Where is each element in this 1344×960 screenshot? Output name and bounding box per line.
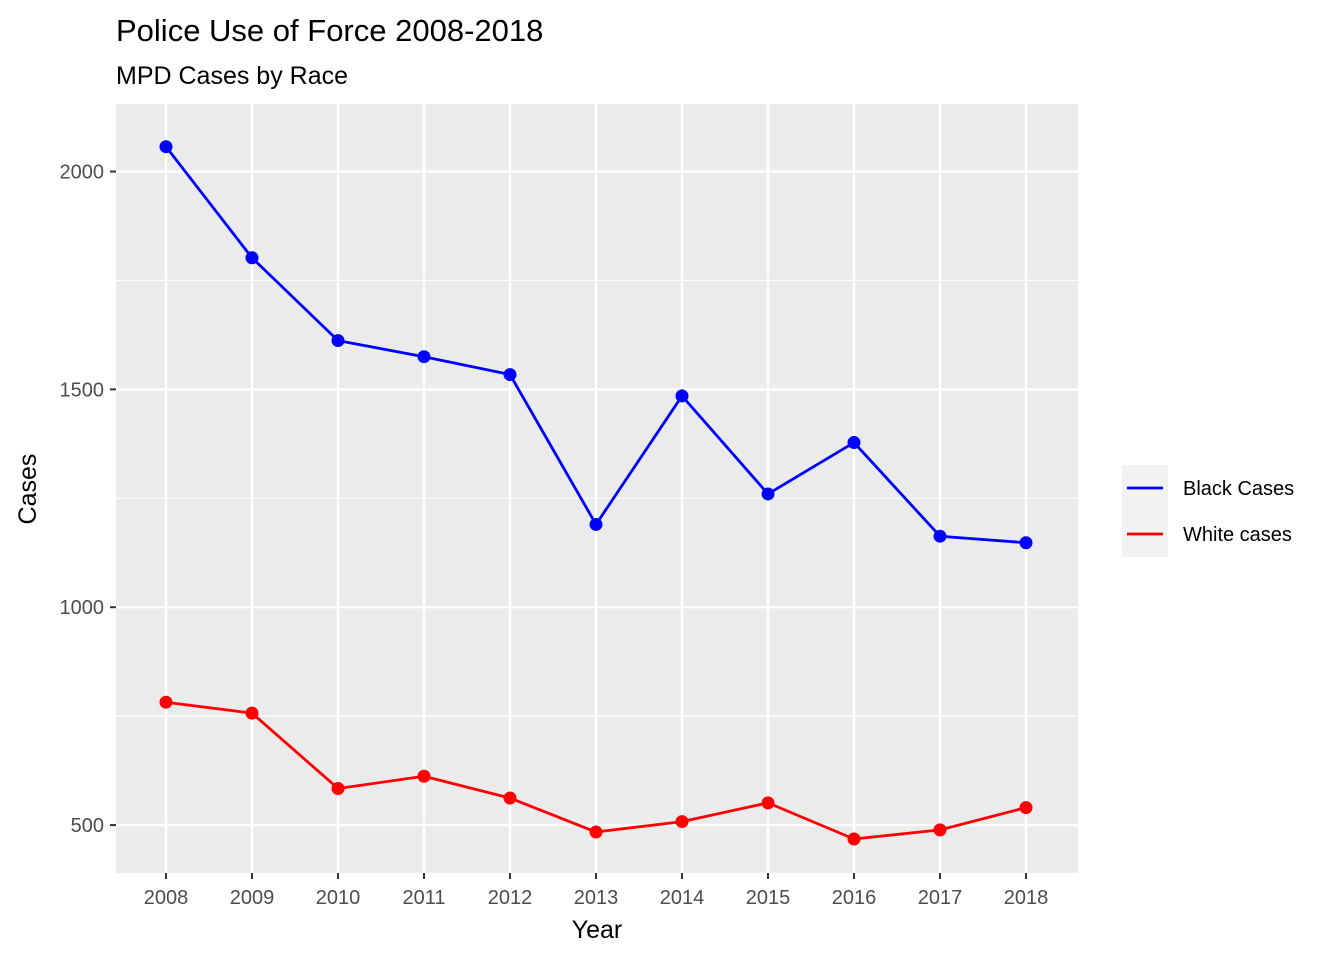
- data-point: [847, 832, 861, 846]
- data-point: [159, 140, 173, 154]
- y-axis-title: Cases: [14, 454, 42, 525]
- x-tick-label: 2010: [316, 887, 361, 909]
- data-point: [331, 334, 345, 348]
- data-point: [675, 389, 689, 403]
- data-point: [933, 823, 947, 837]
- data-point: [503, 368, 517, 382]
- data-point: [589, 517, 603, 531]
- data-point: [761, 796, 775, 810]
- chart-subtitle: MPD Cases by Race: [116, 62, 348, 90]
- series-1: [159, 695, 1033, 846]
- y-axis: 500 1000 1500 2000: [60, 162, 116, 837]
- data-point: [159, 695, 173, 709]
- data-point: [245, 706, 259, 720]
- x-tick-label: 2015: [746, 887, 791, 909]
- legend: Black Cases White cases: [1122, 465, 1294, 557]
- y-tick-label: 1000: [60, 597, 105, 619]
- x-axis: 2008 2009 2010 2011 2012 2013 2014 2015 2016 2017…: [144, 873, 1049, 909]
- series-0: [159, 140, 1033, 550]
- x-tick-label: 2014: [660, 887, 705, 909]
- data-point: [503, 791, 517, 805]
- data-point: [933, 529, 947, 543]
- data-point: [589, 825, 603, 839]
- data-point: [761, 487, 775, 501]
- y-tick-label: 2000: [60, 162, 105, 184]
- x-tick-label: 2018: [1004, 887, 1049, 909]
- x-tick-label: 2011: [402, 887, 445, 909]
- legend-label: White cases: [1183, 524, 1292, 546]
- data-point: [417, 769, 431, 783]
- legend-label: Black Cases: [1183, 478, 1294, 500]
- x-tick-label: 2016: [832, 887, 877, 909]
- x-axis-title: Year: [572, 916, 623, 944]
- data-point: [675, 815, 689, 829]
- x-tick-label: 2017: [918, 887, 963, 909]
- data-point: [847, 436, 861, 450]
- y-tick-label: 1500: [60, 379, 105, 401]
- x-tick-label: 2013: [574, 887, 619, 909]
- x-tick-label: 2008: [144, 887, 189, 909]
- legend-item: White cases: [1122, 511, 1292, 557]
- chart-title: Police Use of Force 2008-2018: [116, 13, 543, 48]
- legend-item: Black Cases: [1122, 465, 1294, 511]
- series-layer: [159, 140, 1033, 846]
- data-point: [331, 781, 345, 795]
- x-tick-label: 2009: [230, 887, 275, 909]
- data-point: [417, 350, 431, 364]
- x-tick-label: 2012: [488, 887, 533, 909]
- y-tick-label: 500: [71, 815, 104, 837]
- data-point: [1019, 536, 1033, 550]
- data-point: [1019, 801, 1033, 815]
- data-point: [245, 251, 259, 265]
